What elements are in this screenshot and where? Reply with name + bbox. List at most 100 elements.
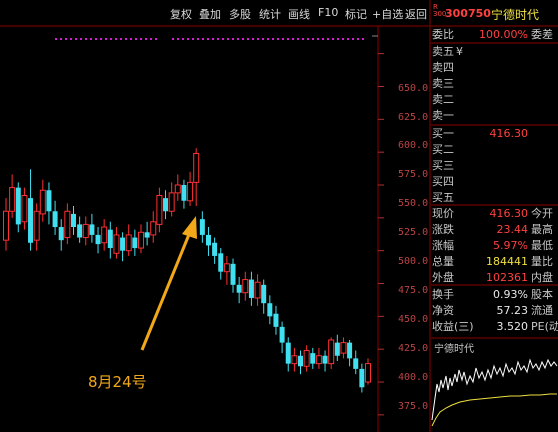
price-tick: 625.0 xyxy=(398,112,429,123)
wei-bi-value: 100.00% xyxy=(479,28,528,41)
candle-body xyxy=(359,368,365,388)
candle-body xyxy=(77,224,83,238)
candle-body xyxy=(58,227,64,241)
candlestick-series xyxy=(3,148,371,393)
buy-1-label: 买一 xyxy=(432,127,454,140)
marker-dot xyxy=(135,38,137,40)
marker-dot xyxy=(65,38,67,40)
wei-bi-label: 委比 xyxy=(432,28,454,41)
toolbar-statistics[interactable]: 统计 xyxy=(259,8,281,21)
candle-body xyxy=(328,339,335,365)
toolbar-f10[interactable]: F10 xyxy=(318,6,339,19)
fund-row-eps: 收益(三) 3.520 PE(动 xyxy=(432,320,558,333)
marker-dot xyxy=(287,38,289,40)
candle-body xyxy=(212,242,218,256)
marker-dot xyxy=(110,38,112,40)
sell-1-label: 卖一 xyxy=(432,109,454,122)
candle-body xyxy=(310,353,316,364)
candle-body xyxy=(39,189,46,215)
wei-cha-label: 委差 xyxy=(531,28,553,41)
marker-dot xyxy=(282,38,284,40)
buy-4-label: 买四 xyxy=(432,175,454,188)
marker-dot xyxy=(357,38,359,40)
event-marker-dots xyxy=(55,38,364,40)
candle-body xyxy=(365,363,371,383)
candle-body xyxy=(132,237,138,249)
buy-3-row: 买三 xyxy=(432,158,454,174)
candle-body xyxy=(46,190,52,212)
change-percent: 5.97% xyxy=(493,239,528,252)
fund-row-net-assets: 净资 57.23 流通 xyxy=(432,304,553,317)
candle-body xyxy=(279,326,285,343)
marker-dot xyxy=(192,38,194,40)
marker-dot xyxy=(262,38,264,40)
fund-row-turnover: 换手 0.93% 股本 xyxy=(432,288,553,301)
toolbar-back[interactable]: 返回 xyxy=(405,8,427,21)
candle-body xyxy=(353,358,359,369)
marker-dot xyxy=(105,38,107,40)
candle-body xyxy=(181,184,187,201)
marker-dot xyxy=(70,38,72,40)
buy-3-label: 买三 xyxy=(432,159,454,172)
candle-body xyxy=(15,187,21,225)
toolbar-multi-stock[interactable]: 多股 xyxy=(229,8,251,21)
marker-dot xyxy=(362,38,364,40)
marker-dot xyxy=(242,38,244,40)
marker-dot xyxy=(120,38,122,40)
candle-body xyxy=(267,303,273,317)
sell-3-row: 卖三 xyxy=(432,76,454,92)
marker-dot xyxy=(172,38,174,40)
candle-body xyxy=(218,253,224,272)
net-assets: 57.23 xyxy=(496,304,529,317)
candle-body xyxy=(107,229,113,249)
date-annotation: 8月24号 xyxy=(88,373,147,391)
candle-body xyxy=(89,224,95,235)
candle-body xyxy=(144,232,150,238)
marker-dot xyxy=(342,38,344,40)
stock-name: 宁德时代 xyxy=(491,8,540,22)
buy-4-row: 买四 xyxy=(432,174,454,190)
marker-dot xyxy=(207,38,209,40)
candle-body xyxy=(95,234,101,245)
candle-body xyxy=(261,284,267,304)
marker-dot xyxy=(95,38,97,40)
buy-1-price: 416.30 xyxy=(489,127,529,140)
marker-dot xyxy=(232,38,234,40)
turnover-rate: 0.93% xyxy=(493,288,528,301)
buy-5-label: 买五 xyxy=(432,191,454,204)
sell-5-label: 卖五 xyxy=(432,45,454,58)
total-volume: 184441 xyxy=(486,255,528,268)
mini-chart-title: 宁德时代 xyxy=(434,344,474,355)
price-tick: 525.0 xyxy=(398,227,429,238)
candle-body xyxy=(347,342,353,359)
marker-dot xyxy=(272,38,274,40)
marker-dot xyxy=(145,38,147,40)
candle-body xyxy=(334,342,340,356)
candle-body xyxy=(298,355,304,367)
price-tick: 550.0 xyxy=(398,198,429,209)
candle-body xyxy=(82,223,89,239)
toolbar-draw-line[interactable]: 画线 xyxy=(288,8,310,21)
price-change: 23.44 xyxy=(496,223,529,236)
candle-body xyxy=(163,198,169,212)
marker-dot xyxy=(182,38,184,40)
toolbar-restore-rights[interactable]: 复权 xyxy=(170,8,192,21)
price-tick: 425.0 xyxy=(398,343,429,354)
sell-5-row: 卖五 ¥ xyxy=(432,44,463,60)
buy-5-row: 买五 xyxy=(432,190,454,206)
candle-body xyxy=(64,210,71,239)
candle-body xyxy=(156,195,163,225)
toolbar-mark[interactable]: 标记 xyxy=(345,8,367,21)
marker-dot xyxy=(247,38,249,40)
marker-dot xyxy=(60,38,62,40)
candle-body xyxy=(168,192,175,212)
candle-body xyxy=(285,342,291,364)
marker-dot xyxy=(115,38,117,40)
toolbar-add-watchlist[interactable]: +自选 xyxy=(372,8,404,21)
buy-2-label: 买二 xyxy=(432,143,454,156)
marker-dot xyxy=(227,38,229,40)
price-tick: 375.0 xyxy=(398,401,429,412)
toolbar-overlay[interactable]: 叠加 xyxy=(199,8,221,21)
marker-dot xyxy=(292,38,294,40)
